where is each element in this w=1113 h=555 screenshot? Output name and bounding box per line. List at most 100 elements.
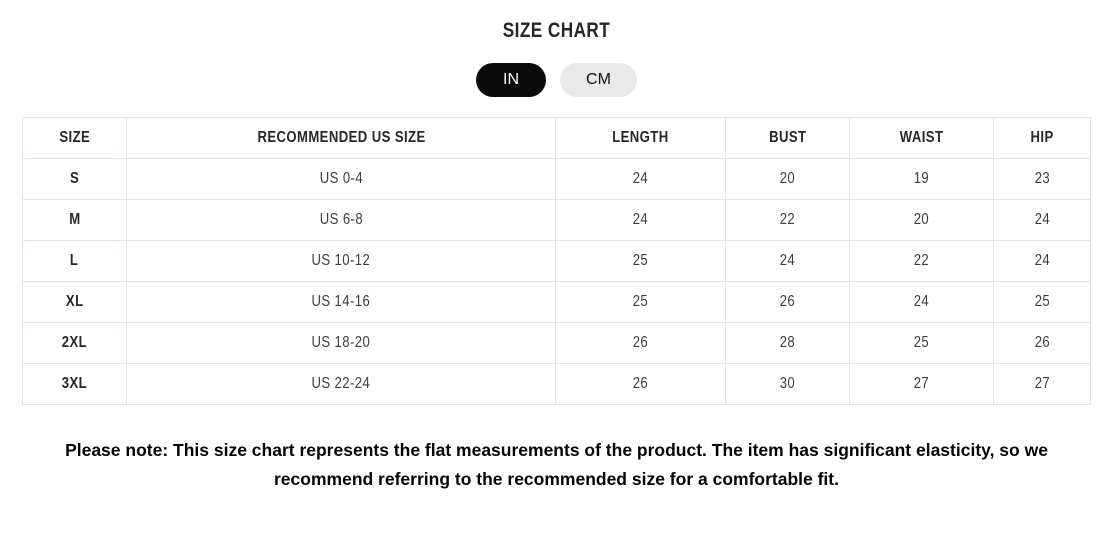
measurement-cell-value: 30	[779, 375, 796, 392]
measurement-cell: 19	[849, 158, 995, 200]
table-row: 3XL US 22-24 26 30 27 27	[22, 363, 1091, 405]
size-cell: XL	[22, 281, 127, 323]
measurement-cell: 20	[849, 199, 995, 241]
measurement-cell: 25	[993, 281, 1091, 323]
size-table-body: S US 0-4 24 20 19 23 M US 6-8 24 22 20 24 L US 10-12 2…	[22, 158, 1091, 405]
size-cell-label: S	[69, 170, 80, 187]
measurement-cell-value: 26	[633, 375, 649, 392]
measurement-cell-value: 26	[633, 334, 649, 351]
measurement-cell-value: 25	[633, 293, 649, 310]
measurement-cell: 24	[555, 158, 727, 200]
col-header-bust-label: BUST	[769, 129, 807, 146]
table-row: M US 6-8 24 22 20 24	[22, 199, 1091, 241]
measurement-cell: 25	[849, 322, 995, 364]
col-header-length: LENGTH	[555, 117, 727, 159]
measurement-cell: 26	[993, 322, 1091, 364]
measurement-cell-value: 20	[779, 170, 796, 187]
measurement-cell: 26	[555, 322, 727, 364]
measurement-cell-value: 26	[779, 293, 796, 310]
measurement-cell: US 14-16	[125, 281, 557, 323]
size-cell: L	[22, 240, 127, 282]
measurement-cell-value: 22	[913, 252, 930, 269]
note-text: Please note: This size chart represents …	[65, 440, 1048, 489]
size-cell: S	[22, 158, 127, 200]
measurement-cell-value: US 18-20	[311, 334, 371, 351]
page-title-text: SIZE CHART	[502, 19, 611, 42]
measurement-cell: 22	[849, 240, 995, 282]
measurement-cell-value: US 0-4	[319, 170, 363, 187]
size-table: SIZE RECOMMENDED US SIZE LENGTH BUST WAI…	[22, 117, 1091, 405]
unit-button-cm[interactable]: CM	[560, 63, 637, 97]
measurement-cell: 28	[725, 322, 851, 364]
measurement-cell-value: 25	[1034, 293, 1050, 310]
measurement-cell-value: 19	[913, 170, 930, 187]
measurement-cell: 23	[993, 158, 1091, 200]
col-header-recommended-us-size: RECOMMENDED US SIZE	[125, 117, 557, 159]
measurement-cell-value: 25	[633, 252, 649, 269]
measurement-cell-value: 24	[1034, 252, 1050, 269]
col-header-size: SIZE	[22, 117, 127, 159]
measurement-cell: 24	[725, 240, 851, 282]
unit-toggle: IN CM	[0, 63, 1113, 97]
measurement-cell: 26	[555, 363, 727, 405]
size-cell-label: XL	[65, 293, 84, 310]
measurement-cell-value: 23	[1034, 170, 1050, 187]
page-title: SIZE CHART	[0, 0, 1113, 43]
measurement-cell-value: 24	[633, 211, 649, 228]
table-row: XL US 14-16 25 26 24 25	[22, 281, 1091, 323]
col-header-size-label: SIZE	[59, 129, 90, 146]
table-row: S US 0-4 24 20 19 23	[22, 158, 1091, 200]
measurement-cell: 26	[725, 281, 851, 323]
measurement-cell: 22	[725, 199, 851, 241]
size-cell-label: M	[68, 211, 81, 228]
measurement-cell: 25	[555, 281, 727, 323]
col-header-waist-label: WAIST	[899, 129, 944, 146]
measurement-cell-value: 25	[913, 334, 930, 351]
col-header-waist: WAIST	[849, 117, 995, 159]
measurement-cell: 25	[555, 240, 727, 282]
col-header-recommended-us-size-label: RECOMMENDED US SIZE	[257, 129, 426, 146]
size-cell-label: 2XL	[61, 334, 88, 351]
size-cell-label: L	[70, 252, 79, 269]
measurement-cell-value: 24	[913, 293, 930, 310]
measurement-cell-value: 24	[633, 170, 649, 187]
measurement-cell-value: 22	[779, 211, 796, 228]
measurement-cell: 24	[849, 281, 995, 323]
col-header-hip: HIP	[993, 117, 1091, 159]
measurement-cell: 27	[849, 363, 995, 405]
size-cell: 3XL	[22, 363, 127, 405]
col-header-length-label: LENGTH	[612, 129, 670, 146]
table-header-row: SIZE RECOMMENDED US SIZE LENGTH BUST WAI…	[22, 117, 1091, 159]
measurement-cell-value: US 6-8	[319, 211, 363, 228]
measurement-cell-value: US 10-12	[311, 252, 371, 269]
measurement-cell: US 18-20	[125, 322, 557, 364]
measurement-cell: 20	[725, 158, 851, 200]
measurement-cell: US 0-4	[125, 158, 557, 200]
measurement-cell: US 22-24	[125, 363, 557, 405]
measurement-cell: 24	[993, 240, 1091, 282]
table-row: L US 10-12 25 24 22 24	[22, 240, 1091, 282]
col-header-hip-label: HIP	[1030, 129, 1054, 146]
measurement-cell-value: US 14-16	[311, 293, 371, 310]
measurement-cell: US 10-12	[125, 240, 557, 282]
unit-button-in[interactable]: IN	[476, 63, 547, 97]
measurement-cell-value: 27	[1034, 375, 1050, 392]
measurement-cell-value: 24	[779, 252, 796, 269]
measurement-cell-value: US 22-24	[311, 375, 371, 392]
measurement-cell: 24	[555, 199, 727, 241]
measurement-cell-value: 28	[779, 334, 796, 351]
measurement-cell-value: 24	[1034, 211, 1050, 228]
col-header-bust: BUST	[725, 117, 851, 159]
measurement-cell-value: 20	[913, 211, 930, 228]
size-cell: 2XL	[22, 322, 127, 364]
measurement-cell: US 6-8	[125, 199, 557, 241]
size-cell: M	[22, 199, 127, 241]
size-cell-label: 3XL	[61, 375, 88, 392]
table-row: 2XL US 18-20 26 28 25 26	[22, 322, 1091, 364]
measurement-cell: 27	[993, 363, 1091, 405]
measurement-cell: 24	[993, 199, 1091, 241]
measurement-cell: 30	[725, 363, 851, 405]
measurement-cell-value: 26	[1034, 334, 1050, 351]
measurement-cell-value: 27	[913, 375, 930, 392]
